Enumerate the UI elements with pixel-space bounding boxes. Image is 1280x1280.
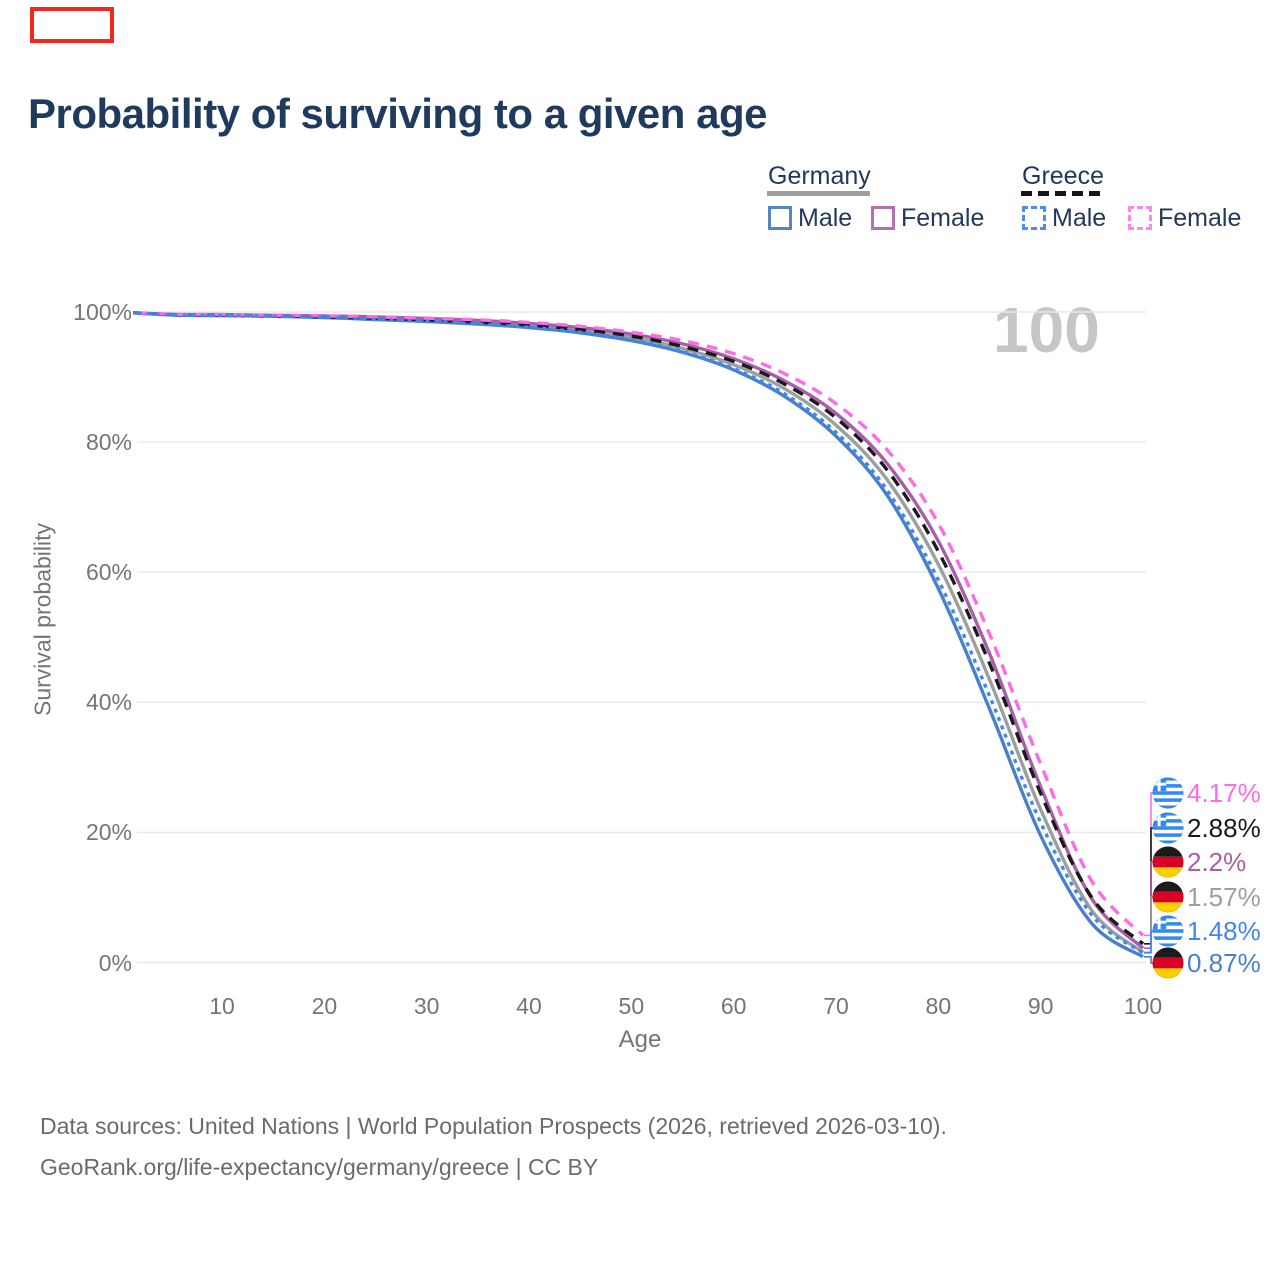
page-title: Probability of surviving to a given age [28, 90, 767, 137]
legend-item-germany-female[interactable]: Female [901, 204, 985, 232]
age-watermark: 100 [993, 294, 1100, 366]
annotation-box [30, 7, 114, 43]
x-tick-label: 50 [618, 993, 645, 1019]
greece-female-swatch-icon[interactable] [1128, 206, 1152, 230]
source-line-1: Data sources: United Nations | World Pop… [40, 1113, 947, 1139]
y-tick-label: 0% [98, 949, 132, 976]
x-tick-label: 100 [1123, 993, 1163, 1019]
legend-item-greece-female[interactable]: Female [1158, 204, 1242, 232]
x-tick-label: 60 [720, 993, 747, 1019]
legend-group-greece[interactable]: Greece [1022, 162, 1104, 190]
curve-germany-female[interactable] [120, 310, 1145, 950]
x-tick-label: 90 [1027, 993, 1054, 1019]
series-end-label: 2.88% [1152, 811, 1261, 845]
germany-female-swatch-icon[interactable] [871, 206, 895, 230]
legend-item-greece-male[interactable]: Male [1052, 204, 1107, 232]
series-end-label: 2.2% [1152, 845, 1246, 879]
legend-item-germany-male[interactable]: Male [798, 204, 853, 232]
x-tick-label: 40 [516, 993, 542, 1019]
y-axis-title: Survival probability [29, 522, 56, 717]
y-tick-label: 20% [85, 819, 132, 846]
legend-group-germany[interactable]: Germany [768, 162, 871, 190]
germany-flag-icon [1152, 846, 1184, 878]
greece-line-style-icon [1021, 191, 1105, 196]
series-end-label: 1.57% [1152, 880, 1261, 914]
series-end-label: 0.87% [1152, 946, 1261, 980]
curve-greece[interactable] [120, 311, 1145, 946]
greece-flag-icon [1152, 777, 1184, 809]
germany-male-swatch-icon[interactable] [768, 206, 792, 230]
y-tick-label: 40% [85, 689, 132, 716]
y-tick-label: 100% [73, 299, 132, 325]
x-tick-label: 30 [413, 993, 440, 1019]
x-tick-label: 20 [311, 993, 338, 1019]
series-end-label: 4.17% [1152, 776, 1261, 810]
greece-male-swatch-icon[interactable] [1022, 206, 1046, 230]
x-tick-label: 80 [925, 993, 952, 1019]
data-source-note: Data sources: United Nations | World Pop… [40, 1106, 947, 1188]
x-tick-label: 10 [209, 993, 235, 1019]
curve-greece-female[interactable] [120, 310, 1145, 937]
germany-flag-icon [1152, 881, 1184, 913]
y-tick-label: 60% [85, 559, 132, 586]
series-end-label: 1.48% [1152, 914, 1261, 948]
source-line-2: GeoRank.org/life-expectancy/germany/gree… [40, 1154, 599, 1180]
greece-flag-icon [1152, 915, 1184, 947]
x-tick-label: 70 [823, 993, 849, 1019]
germany-flag-icon [1152, 947, 1184, 979]
curve-germany-male[interactable] [120, 311, 1144, 959]
curve-greece-male[interactable] [120, 311, 1145, 955]
germany-line-style-icon [767, 191, 870, 196]
greece-flag-icon [1152, 812, 1184, 844]
curve-germany[interactable] [120, 311, 1145, 954]
x-axis-title: Age [618, 1026, 662, 1053]
y-tick-label: 80% [85, 429, 132, 456]
